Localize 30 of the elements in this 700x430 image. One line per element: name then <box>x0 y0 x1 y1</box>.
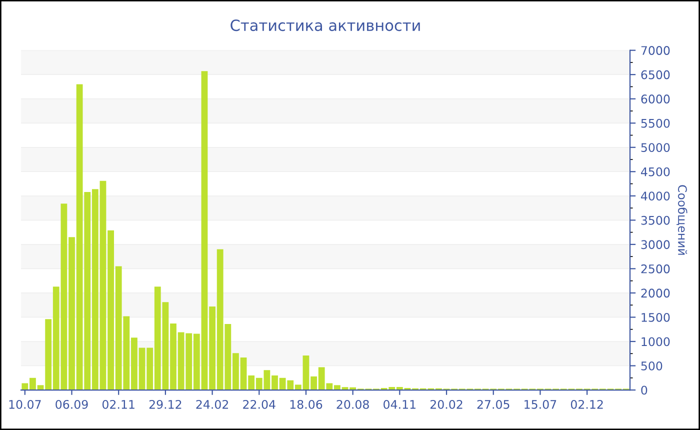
x-tick-label: 29.12 <box>149 400 182 409</box>
y-tick-label: 5500 <box>641 118 670 128</box>
y-tick-label: 7000 <box>641 46 670 55</box>
x-tick-label: 04.11 <box>384 400 416 409</box>
y-tick-label: 3000 <box>641 240 670 250</box>
x-tick-label: 02.12 <box>570 400 603 409</box>
x-tick-label: 15.07 <box>524 400 556 409</box>
x-tick-label: 27.05 <box>477 400 510 409</box>
x-tick-label: 18.06 <box>290 400 322 409</box>
x-tick-label: 10.07 <box>9 400 41 409</box>
x-tick-label: 20.02 <box>430 400 462 409</box>
y-tick-label: 6000 <box>641 94 670 104</box>
y-tick-label: 6500 <box>641 70 670 80</box>
y-tick-label: 4000 <box>640 192 670 201</box>
y-tick-label: 0 <box>641 386 648 395</box>
x-tick-label: 24.02 <box>196 400 228 409</box>
y-tick-label: 1000 <box>642 337 670 346</box>
x-tick-label: 06.09 <box>56 400 88 409</box>
x-tick-label: 22.04 <box>243 400 276 409</box>
x-tick-label: 20.08 <box>336 400 369 409</box>
y-tick-label: 1500 <box>642 312 670 322</box>
y-tick-label: 2500 <box>641 264 670 274</box>
y-tick-label: 5000 <box>641 143 670 152</box>
y-tick-label: 3500 <box>641 216 670 225</box>
y-tick-label: 2000 <box>641 288 670 298</box>
y-axis-title: Сообщений <box>676 185 688 255</box>
chart-title: Статистика активности <box>230 20 420 32</box>
y-tick-label: 500 <box>641 361 662 370</box>
y-tick-label: 4500 <box>640 167 670 176</box>
x-tick-label: 02.11 <box>102 400 134 409</box>
